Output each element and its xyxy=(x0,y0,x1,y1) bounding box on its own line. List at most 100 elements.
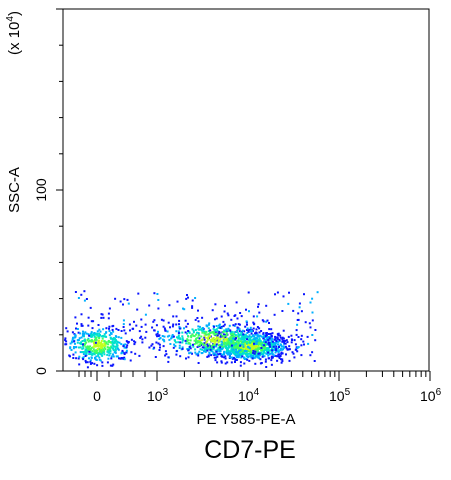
data-point xyxy=(90,320,93,323)
data-point xyxy=(264,339,267,342)
data-point xyxy=(253,323,255,326)
data-point xyxy=(243,356,246,359)
data-point xyxy=(187,296,189,299)
data-point xyxy=(223,335,226,338)
data-point xyxy=(217,348,220,350)
data-point xyxy=(242,335,245,338)
data-point xyxy=(222,325,225,328)
data-point xyxy=(311,297,314,300)
data-point xyxy=(270,335,273,338)
data-point xyxy=(75,327,77,330)
data-point xyxy=(84,331,87,334)
data-point xyxy=(139,336,142,339)
data-point xyxy=(192,331,195,334)
data-point xyxy=(91,333,94,336)
data-point xyxy=(110,355,113,358)
data-point xyxy=(250,332,253,335)
data-point xyxy=(270,352,273,355)
data-point xyxy=(109,347,112,350)
data-point xyxy=(243,343,246,346)
data-point xyxy=(82,330,84,333)
data-point xyxy=(235,337,237,340)
data-point xyxy=(222,333,225,336)
data-point xyxy=(211,340,214,343)
data-point xyxy=(232,351,234,354)
data-point xyxy=(247,346,250,349)
data-point xyxy=(257,351,260,354)
data-point xyxy=(240,353,243,355)
data-point xyxy=(166,335,169,338)
data-point xyxy=(96,332,99,335)
data-point xyxy=(199,328,202,331)
data-point xyxy=(275,349,277,352)
data-point xyxy=(242,345,245,348)
data-point xyxy=(225,332,228,334)
data-point xyxy=(157,342,160,345)
data-point xyxy=(181,347,184,350)
data-point xyxy=(290,334,293,337)
data-point xyxy=(240,340,243,343)
data-point xyxy=(65,340,68,343)
data-point xyxy=(198,350,201,353)
data-point xyxy=(244,325,247,328)
data-point xyxy=(267,333,270,335)
data-point xyxy=(100,346,103,349)
data-point xyxy=(216,334,219,337)
data-point xyxy=(252,355,255,358)
data-point xyxy=(264,360,267,363)
data-point xyxy=(98,328,101,331)
data-point xyxy=(253,348,255,351)
data-point xyxy=(307,342,310,345)
data-point xyxy=(300,334,303,337)
data-point xyxy=(167,356,170,359)
data-point xyxy=(253,352,256,355)
data-point xyxy=(213,339,216,342)
data-point xyxy=(82,351,85,354)
y-axis-ticks xyxy=(56,8,63,372)
data-point xyxy=(160,318,163,321)
data-point xyxy=(105,327,108,330)
data-point xyxy=(79,351,82,354)
data-point xyxy=(222,345,225,348)
data-point xyxy=(238,354,240,357)
data-point xyxy=(162,319,165,322)
data-point xyxy=(276,338,279,340)
data-point xyxy=(186,322,189,325)
data-point xyxy=(245,342,248,345)
data-point xyxy=(83,290,86,293)
data-point xyxy=(93,335,96,338)
data-point xyxy=(276,333,279,336)
data-point xyxy=(107,317,110,320)
data-point xyxy=(221,334,224,337)
data-point xyxy=(189,344,192,347)
data-point xyxy=(270,343,272,346)
data-point xyxy=(231,337,234,340)
data-point xyxy=(250,345,253,348)
data-point xyxy=(309,301,312,304)
plot-frame xyxy=(62,8,430,372)
data-point xyxy=(116,347,119,350)
data-point xyxy=(151,343,154,346)
data-point xyxy=(309,326,312,329)
data-point xyxy=(85,298,88,300)
data-point xyxy=(213,356,216,359)
data-point xyxy=(196,317,199,319)
data-point xyxy=(140,335,143,338)
data-point xyxy=(94,356,96,359)
data-point xyxy=(298,306,301,309)
data-point xyxy=(252,340,255,343)
data-point xyxy=(284,345,287,348)
data-point xyxy=(205,333,208,336)
data-point xyxy=(178,347,181,349)
data-point xyxy=(263,348,266,351)
data-point xyxy=(268,336,271,338)
data-point xyxy=(262,332,265,335)
data-point xyxy=(159,346,161,349)
data-point xyxy=(252,334,254,337)
data-point xyxy=(174,339,176,342)
data-point xyxy=(258,331,261,334)
data-point xyxy=(115,335,118,338)
data-point xyxy=(168,338,171,341)
data-point xyxy=(112,324,115,327)
data-point xyxy=(252,338,255,341)
